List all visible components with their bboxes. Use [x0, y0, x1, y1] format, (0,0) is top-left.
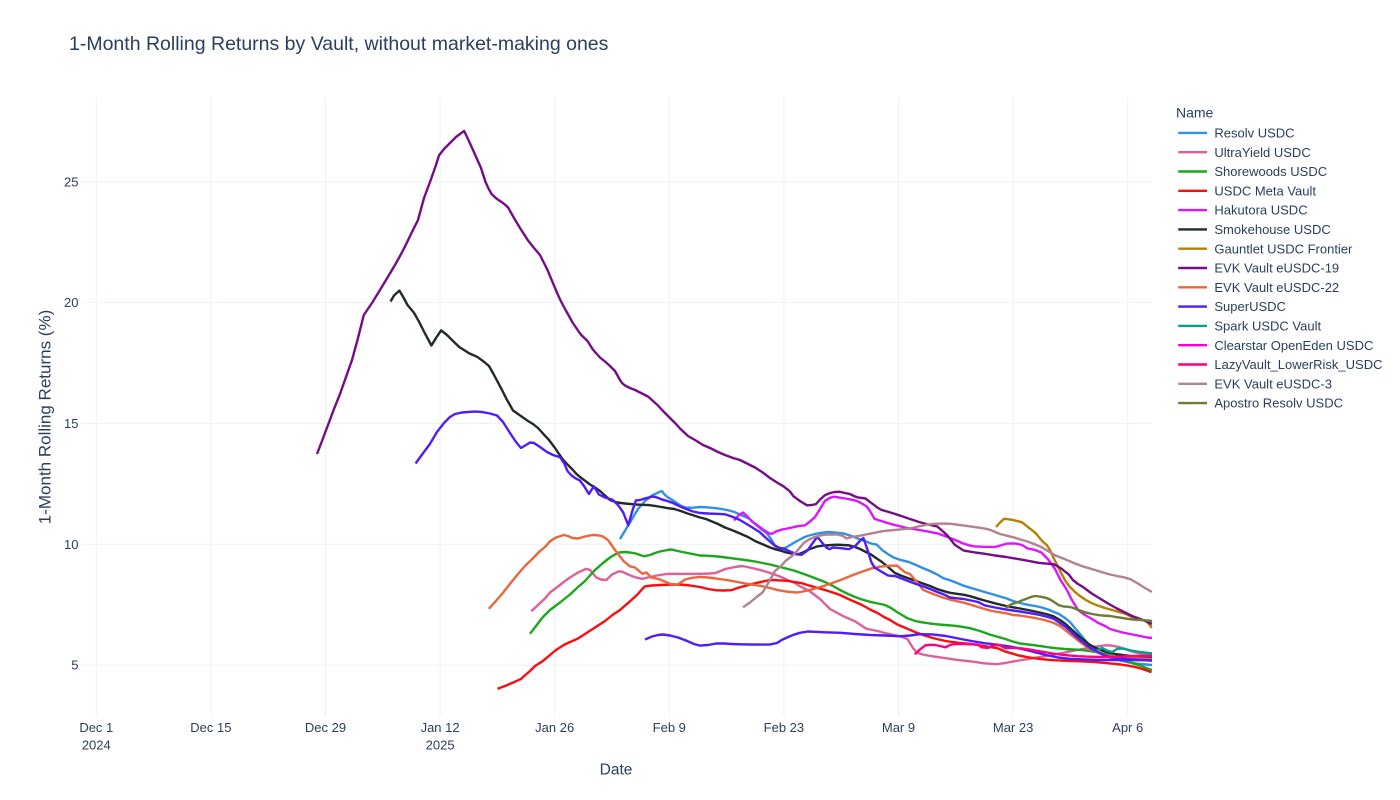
svg-text:Mar 9: Mar 9 — [882, 720, 915, 735]
svg-text:Dec 29: Dec 29 — [305, 720, 346, 735]
svg-text:Dec 1: Dec 1 — [79, 720, 113, 735]
svg-text:Shorewoods USDC: Shorewoods USDC — [1214, 164, 1327, 179]
svg-text:2024: 2024 — [82, 738, 111, 753]
svg-text:5: 5 — [71, 658, 78, 673]
svg-text:Dec 15: Dec 15 — [190, 720, 231, 735]
svg-text:EVK Vault eUSDC-22: EVK Vault eUSDC-22 — [1214, 280, 1339, 295]
svg-text:1-Month Rolling Returns by Vau: 1-Month Rolling Returns by Vault, withou… — [69, 33, 609, 55]
svg-text:Feb 23: Feb 23 — [764, 720, 804, 735]
svg-text:USDC Meta Vault: USDC Meta Vault — [1214, 183, 1316, 198]
svg-text:EVK Vault eUSDC-19: EVK Vault eUSDC-19 — [1214, 261, 1339, 276]
svg-text:Gauntlet USDC Frontier: Gauntlet USDC Frontier — [1214, 241, 1353, 256]
svg-text:Mar 23: Mar 23 — [993, 720, 1033, 735]
svg-text:15: 15 — [64, 416, 78, 431]
svg-text:UltraYield USDC: UltraYield USDC — [1214, 145, 1310, 160]
svg-text:EVK Vault eUSDC-3: EVK Vault eUSDC-3 — [1214, 376, 1332, 391]
svg-text:1-Month Rolling Returns (%): 1-Month Rolling Returns (%) — [36, 310, 55, 524]
svg-text:20: 20 — [64, 295, 78, 310]
svg-text:10: 10 — [64, 537, 78, 552]
svg-text:25: 25 — [64, 174, 78, 189]
svg-text:Smokehouse USDC: Smokehouse USDC — [1214, 222, 1330, 237]
svg-text:Jan 12: Jan 12 — [421, 720, 460, 735]
svg-text:SuperUSDC: SuperUSDC — [1214, 299, 1286, 314]
svg-text:Name: Name — [1176, 105, 1214, 121]
svg-text:LazyVault_LowerRisk_USDC: LazyVault_LowerRisk_USDC — [1214, 357, 1382, 372]
svg-text:Apostro Resolv USDC: Apostro Resolv USDC — [1214, 396, 1343, 411]
svg-text:Spark USDC Vault: Spark USDC Vault — [1214, 319, 1321, 334]
svg-text:Clearstar OpenEden USDC: Clearstar OpenEden USDC — [1214, 338, 1373, 353]
svg-text:2025: 2025 — [426, 738, 455, 753]
svg-text:Hakutora USDC: Hakutora USDC — [1214, 203, 1307, 218]
svg-text:Date: Date — [600, 762, 633, 779]
svg-text:Apr 6: Apr 6 — [1112, 720, 1143, 735]
svg-text:Feb 9: Feb 9 — [653, 720, 686, 735]
svg-text:Jan 26: Jan 26 — [535, 720, 574, 735]
svg-text:Resolv USDC: Resolv USDC — [1214, 126, 1294, 141]
